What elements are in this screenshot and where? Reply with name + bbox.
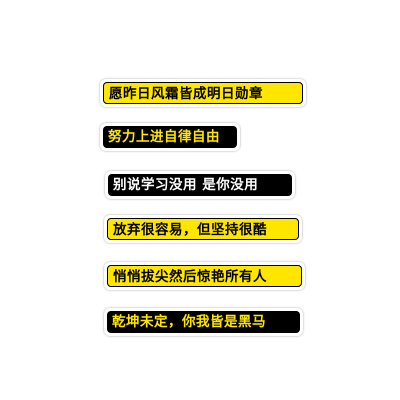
sticker-2-text: 努力上进自律自由 [103, 126, 237, 148]
sticker-3: 别说学习没用 是你没用 [105, 171, 295, 199]
sticker-4: 放弃很容易，但坚持很酷 [104, 215, 302, 243]
sticker-1-text: 愿昨日风霜皆成明日勋章 [103, 82, 303, 104]
sticker-6: 乾坤未定，你我皆是黑马 [104, 308, 303, 336]
sticker-4-text: 放弃很容易，但坚持很酷 [107, 218, 299, 240]
sticker-1: 愿昨日风霜皆成明日勋章 [100, 79, 306, 107]
sticker-6-text: 乾坤未定，你我皆是黑马 [107, 311, 300, 333]
sticker-2: 努力上进自律自由 [100, 123, 240, 151]
sticker-3-text: 别说学习没用 是你没用 [108, 174, 292, 196]
sticker-5: 悄悄拔尖然后惊艳所有人 [104, 262, 305, 290]
sticker-5-text: 悄悄拔尖然后惊艳所有人 [107, 265, 302, 287]
